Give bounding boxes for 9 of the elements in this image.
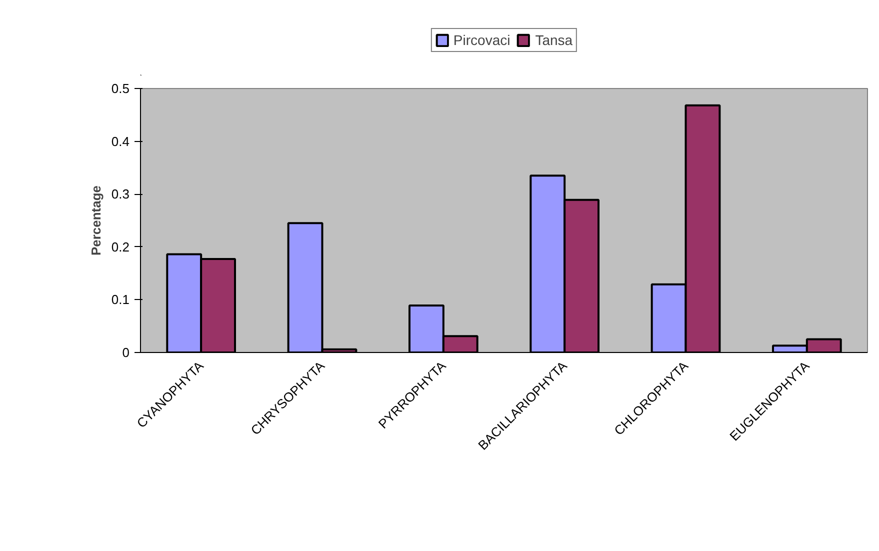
y-tick-label: 0.5: [111, 81, 130, 96]
y-axis-title: Percentage: [88, 185, 104, 256]
y-tick-label: 0.2: [111, 239, 130, 254]
y-tick-label: 0: [122, 345, 130, 360]
legend-label: Tansa: [535, 32, 573, 48]
y-tick-label: 0.1: [111, 292, 130, 308]
legend-label: Pircovaci: [453, 32, 510, 48]
y-tick-label: 0.4: [111, 134, 130, 149]
y-tick-label: 0.3: [111, 186, 130, 202]
